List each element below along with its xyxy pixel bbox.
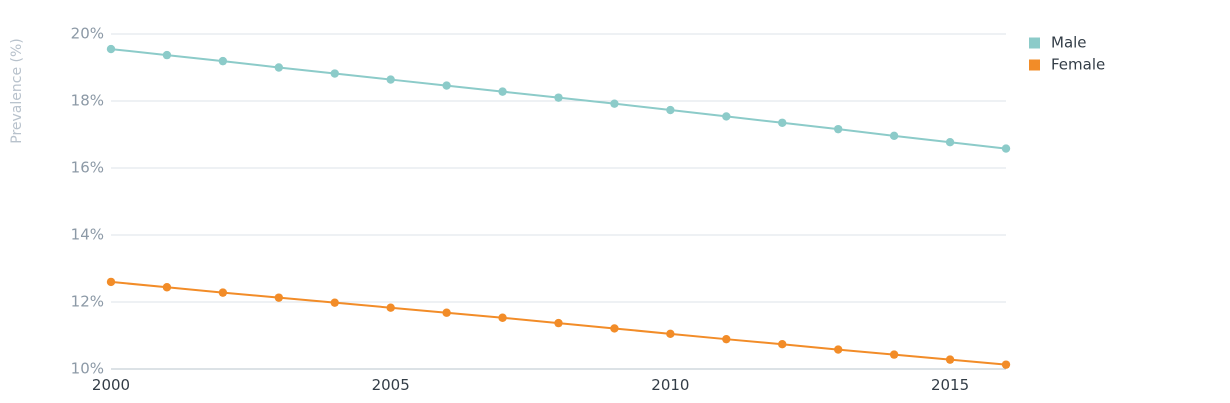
x-tick-label: 2005 bbox=[372, 376, 410, 394]
data-point-female[interactable] bbox=[554, 318, 563, 328]
data-point-male[interactable] bbox=[945, 138, 955, 147]
data-point-male[interactable] bbox=[1001, 144, 1011, 153]
data-point-male[interactable] bbox=[889, 131, 899, 141]
series-female bbox=[106, 277, 1011, 369]
data-point-female[interactable] bbox=[778, 340, 787, 349]
data-point-female[interactable] bbox=[945, 355, 955, 364]
data-point-male[interactable] bbox=[833, 124, 843, 134]
y-tick-label: 18% bbox=[71, 92, 104, 110]
grid-lines bbox=[111, 33, 1006, 370]
data-point-female[interactable] bbox=[889, 350, 899, 359]
y-axis-label: Prevalence (%) bbox=[9, 38, 25, 144]
data-point-female[interactable] bbox=[498, 313, 507, 322]
x-tick-label: 2015 bbox=[931, 376, 969, 394]
data-point-male[interactable] bbox=[386, 75, 395, 84]
data-point-male[interactable] bbox=[610, 99, 619, 108]
data-point-female[interactable] bbox=[610, 324, 619, 333]
y-axis-ticks: 10% 12% 14% 16% 18% 20% bbox=[71, 25, 104, 378]
data-point-female[interactable] bbox=[442, 308, 451, 317]
legend-item-female[interactable]: Female bbox=[1029, 56, 1105, 74]
data-point-female[interactable] bbox=[330, 298, 339, 307]
data-point-male[interactable] bbox=[218, 56, 228, 66]
data-point-female[interactable] bbox=[1001, 360, 1011, 369]
y-tick-label: 12% bbox=[71, 293, 104, 311]
y-tick-label: 14% bbox=[71, 226, 104, 244]
data-point-male[interactable] bbox=[162, 50, 172, 60]
data-point-female[interactable] bbox=[162, 283, 172, 292]
data-point-male[interactable] bbox=[274, 63, 284, 72]
data-point-male[interactable] bbox=[330, 69, 339, 78]
data-point-female[interactable] bbox=[218, 288, 228, 297]
data-point-male[interactable] bbox=[778, 118, 787, 127]
series-male bbox=[106, 44, 1011, 153]
data-point-female[interactable] bbox=[106, 277, 116, 287]
legend-label: Female bbox=[1051, 56, 1105, 74]
data-point-female[interactable] bbox=[666, 329, 675, 339]
legend: Male Female bbox=[1029, 34, 1105, 74]
x-tick-label: 2000 bbox=[92, 376, 130, 394]
data-point-male[interactable] bbox=[498, 87, 507, 96]
data-point-female[interactable] bbox=[386, 303, 395, 312]
legend-swatch bbox=[1029, 59, 1040, 71]
x-axis-ticks: 2000 2005 2010 2015 bbox=[92, 376, 969, 394]
data-point-female[interactable] bbox=[274, 293, 284, 302]
data-point-female[interactable] bbox=[722, 334, 731, 344]
data-point-female[interactable] bbox=[833, 345, 843, 354]
data-point-male[interactable] bbox=[722, 112, 731, 121]
y-tick-label: 10% bbox=[71, 360, 104, 378]
x-tick-label: 2010 bbox=[651, 376, 689, 394]
data-point-male[interactable] bbox=[666, 105, 675, 115]
legend-item-male[interactable]: Male bbox=[1029, 34, 1087, 52]
legend-label: Male bbox=[1051, 34, 1087, 52]
series-layer bbox=[106, 44, 1011, 369]
y-tick-label: 20% bbox=[71, 25, 104, 43]
y-tick-label: 16% bbox=[71, 159, 104, 177]
data-point-male[interactable] bbox=[442, 81, 451, 90]
data-point-male[interactable] bbox=[554, 93, 563, 102]
legend-swatch bbox=[1029, 37, 1040, 49]
data-point-male[interactable] bbox=[106, 44, 116, 54]
